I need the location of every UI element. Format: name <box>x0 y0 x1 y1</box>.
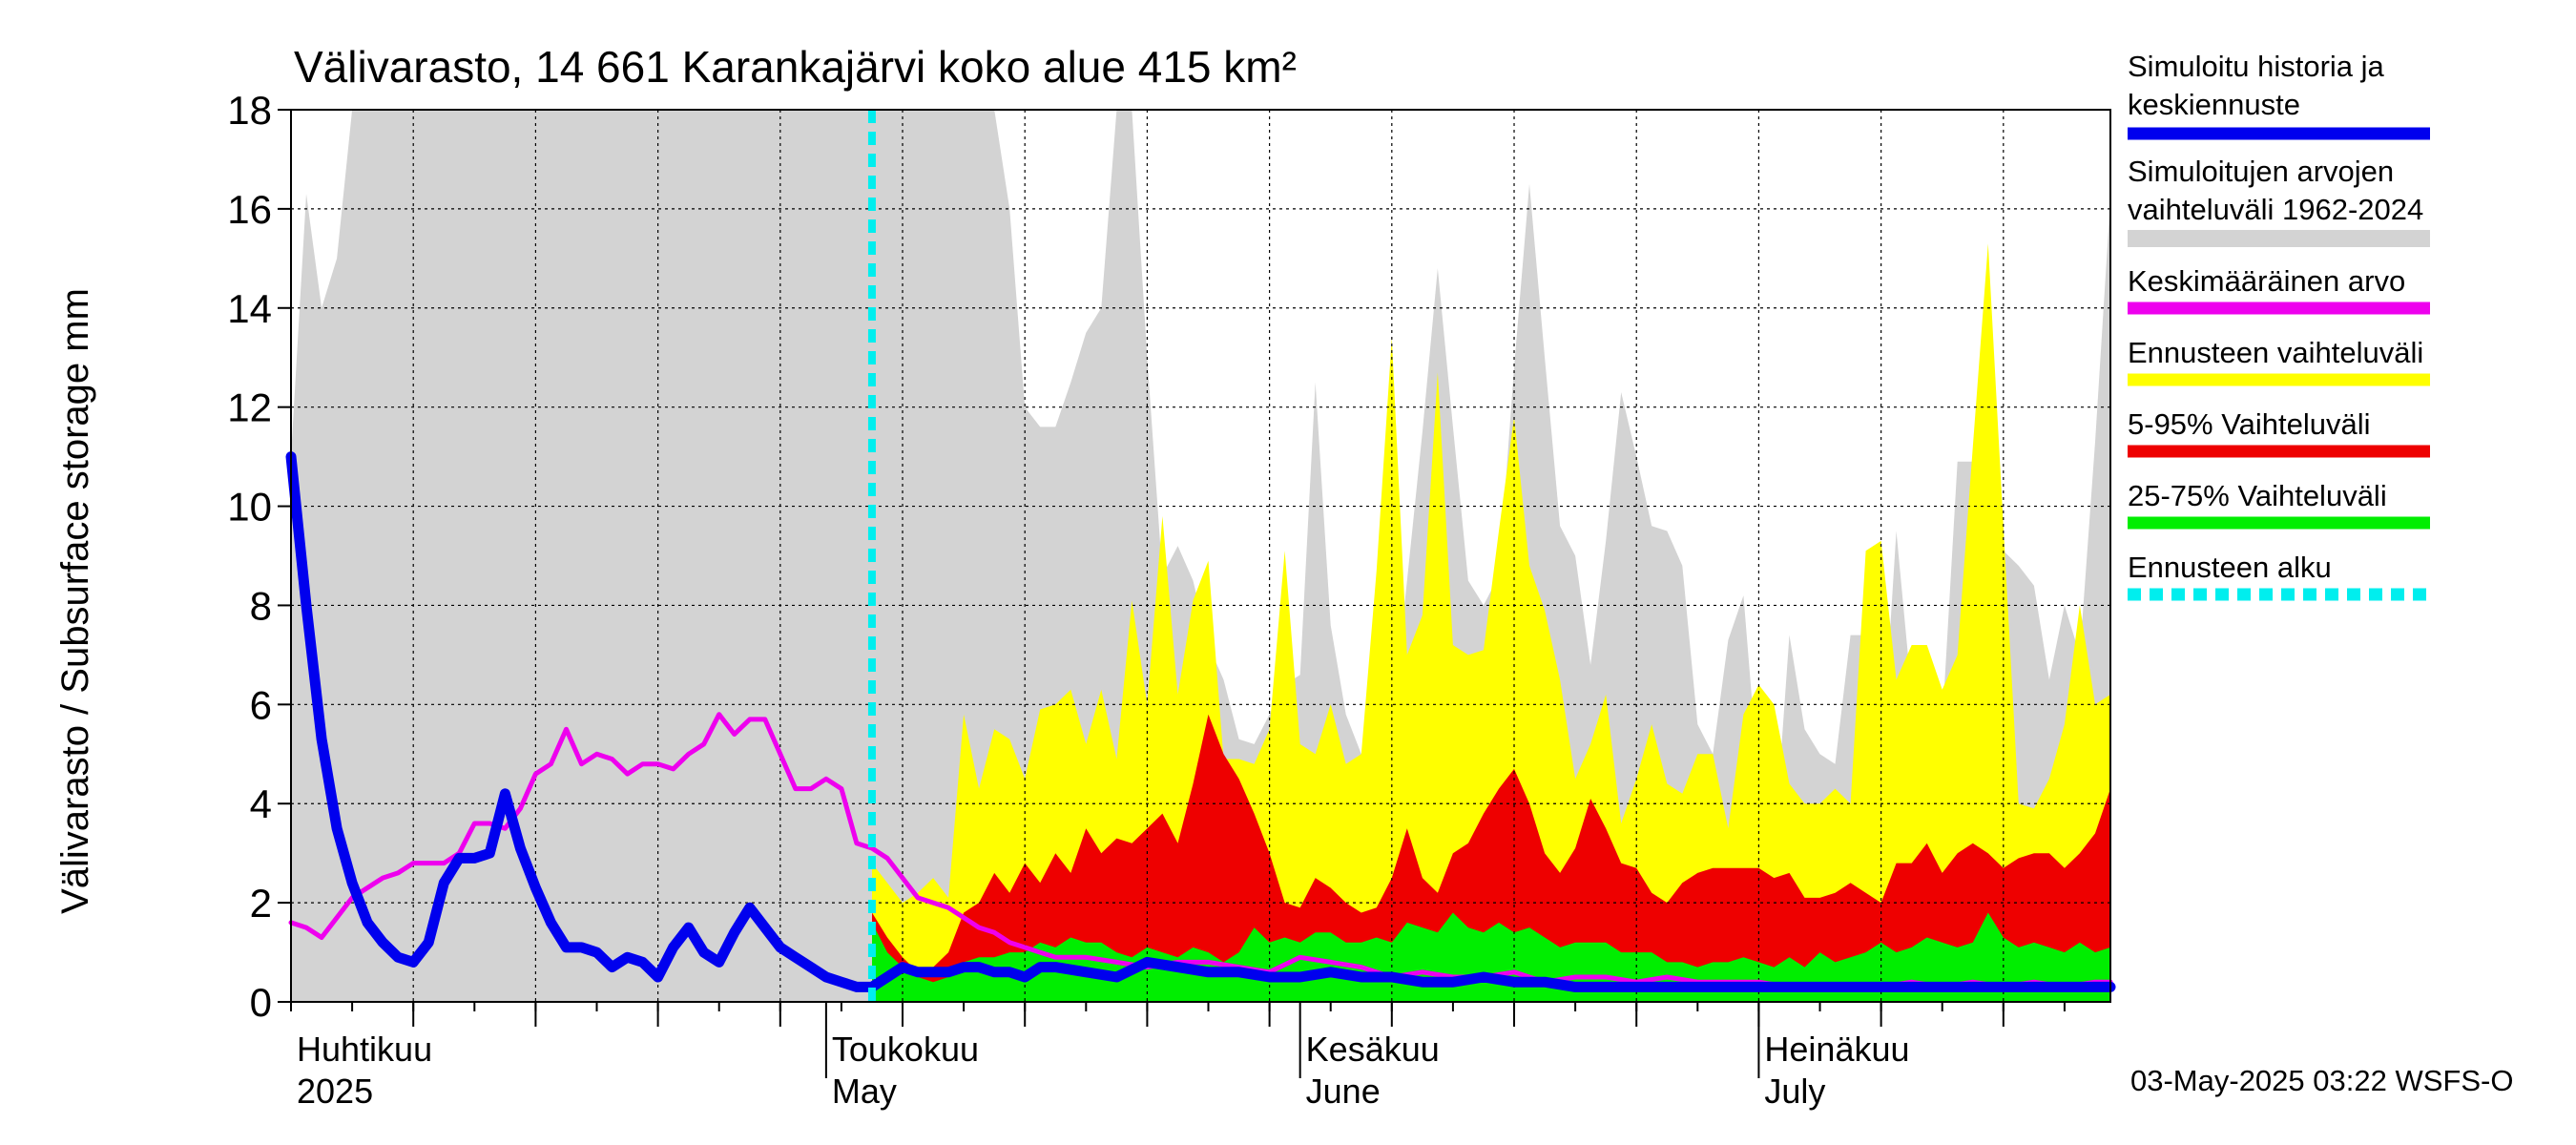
simulated-mean-line <box>285 451 2116 992</box>
legend-label: keskiennuste <box>2128 88 2300 121</box>
y-axis: 0 2 4 6 8 10 12 14 16 18 <box>227 88 291 1025</box>
month-label-en: July <box>1764 1072 1825 1111</box>
plot-frame <box>290 109 2111 1003</box>
chart-title: Välivarasto, 14 661 Karankajärvi koko al… <box>294 42 1297 92</box>
y-tick-label: 2 <box>250 881 272 926</box>
month-label-fi: Huhtikuu <box>297 1030 432 1069</box>
legend-label: Ennusteen alku <box>2128 551 2332 584</box>
y-tick-label: 0 <box>250 980 272 1025</box>
month-label-en: May <box>832 1072 897 1111</box>
timestamp: 03-May-2025 03:22 WSFS-O <box>2130 1064 2513 1097</box>
y-tick-label: 12 <box>227 385 272 430</box>
legend-label: Simuloitu historia ja <box>2128 50 2385 83</box>
month-label-en: June <box>1306 1072 1381 1111</box>
y-tick-label: 18 <box>227 88 272 133</box>
band-25-75-vaihteluv-li <box>872 912 2110 1002</box>
average-line <box>288 712 2113 989</box>
plot-area <box>285 109 2116 1003</box>
legend-label: 25-75% Vaihteluväli <box>2128 479 2387 512</box>
legend: Simuloitu historia ja keskiennuste Simuloi… <box>2128 50 2430 601</box>
y-tick-label: 14 <box>227 286 272 331</box>
legend-label: Simuloitujen arvojen <box>2128 155 2394 188</box>
y-tick-label: 8 <box>250 583 272 628</box>
month-label-fi: Kesäkuu <box>1306 1030 1440 1069</box>
legend-label: Ennusteen vaihteluväli <box>2128 336 2423 369</box>
legend-label: vaihteluväli 1962-2024 <box>2128 193 2423 226</box>
legend-label: 5-95% Vaihteluväli <box>2128 407 2370 441</box>
month-label-fi: Toukokuu <box>832 1030 979 1069</box>
month-label-en: 2025 <box>297 1072 373 1111</box>
y-tick-label: 4 <box>250 781 272 826</box>
legend-label: Keskimääräinen arvo <box>2128 264 2405 298</box>
band-5-95-vaihteluv-li <box>872 714 2110 1002</box>
y-tick-label: 10 <box>227 485 272 530</box>
band-ennusteen-vaihteluv-li <box>872 243 2110 1002</box>
y-tick-label: 6 <box>250 682 272 727</box>
y-tick-label: 16 <box>227 187 272 232</box>
month-label-fi: Heinäkuu <box>1764 1030 1909 1069</box>
y-axis-label: Välivarasto / Subsurface storage mm <box>54 288 96 914</box>
